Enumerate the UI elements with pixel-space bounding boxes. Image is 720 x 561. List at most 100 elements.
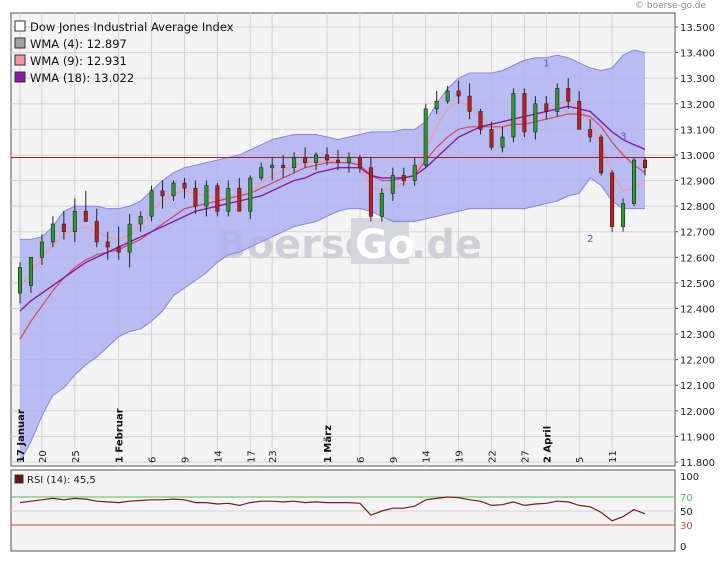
wave-annotation: 3 [620,132,626,143]
candle [50,216,55,248]
y-tick-label: 13.300 [680,74,715,85]
candle-body [171,182,176,197]
y-tick-label: 12.400 [680,304,715,315]
candle [401,167,406,186]
candle-body [259,167,264,179]
candle-body [599,136,604,174]
wave-annotation: 2 [587,234,593,245]
candle-body [577,100,582,130]
candle [303,147,308,168]
candles [17,78,647,304]
candle [478,108,483,135]
candle-body [325,154,330,161]
candle [511,88,516,143]
watermark-part2: Go [355,222,415,268]
candle [588,119,593,143]
x-tick-label: 25 [71,450,82,463]
y-tick-label: 13.000 [680,151,715,162]
annotations: 1 2 3 [543,59,626,245]
candle [325,147,330,166]
candle [555,83,560,117]
legend-swatch-index [14,20,26,32]
x-tick-label: 9 [389,457,400,463]
candle-body [281,164,286,169]
envelope-band [19,49,646,463]
candle [226,180,231,217]
rsi-line [19,496,646,522]
candle-body [292,157,297,169]
candle-body [500,136,505,148]
y-axis-rsi: 100 70 50 30 0 [680,472,699,553]
copyright-icon: © [635,1,645,11]
candle-body [94,221,99,243]
candle [259,162,264,181]
candle-body [642,159,647,169]
candle [566,78,571,109]
site-name: boerse-go.de [646,1,706,11]
candle [610,170,615,232]
y-tick-label: 12.700 [680,228,715,239]
y-tick-label: 12.300 [680,330,715,341]
x-tick-label: 19 [455,450,466,463]
candle-body [215,185,220,212]
x-tick-label: 6 [356,457,367,463]
candle [642,157,647,176]
watermark-box [351,218,409,264]
x-tick-label: 23 [268,450,279,463]
watermark-part3: .de [411,222,482,268]
candle [138,211,143,232]
candle [281,154,286,178]
candle [434,90,439,114]
candle-body [248,177,253,212]
candle-body [314,154,319,163]
candle [577,90,582,130]
candle-body [588,129,593,138]
candle-body [61,223,66,233]
candle [72,198,77,242]
candle [621,198,626,232]
legend-label-wma9: WMA (9): 12.931 [30,54,127,68]
wma4-line [19,100,646,289]
candle [215,183,220,217]
candle [346,152,351,173]
legend-label-wma4: WMA (4): 12.897 [30,37,127,51]
candle-body [72,210,77,233]
legend-label-wma18: WMA (18): 13.022 [30,71,134,85]
candle-body [17,267,22,294]
x-tick-label: 17 [246,450,257,463]
candle [182,177,187,199]
y-tick-label: 11.900 [680,432,715,443]
rsi-y-tick-label: 50 [680,507,693,518]
x-tick-label: 27 [520,450,531,463]
legend-label-index: Dow Jones Industrial Average Index [30,20,234,34]
candle-body [533,103,538,133]
candle-body [544,103,549,112]
candle-body [456,90,461,97]
candle-body [160,190,165,197]
candle [467,83,472,120]
candle-body [83,210,88,222]
candle-body [237,187,242,212]
rsi-y-tick-label: 0 [680,542,686,553]
candle [489,121,494,150]
candle [83,190,88,222]
candle [456,80,461,104]
candle [39,234,44,265]
x-tick-label: 11 [608,450,619,463]
candle [193,180,198,214]
candle [237,177,242,212]
x-tick-label: 14 [422,450,433,463]
candle-body [401,175,406,181]
candle [423,103,428,168]
rsi-legend-label: RSI (14): 45,5 [27,475,96,486]
candle [61,211,66,240]
candle-body [116,246,121,253]
candle-body [193,187,198,207]
candle [28,256,33,294]
candle-body [467,95,472,112]
x-tick-label: 20 [38,450,49,463]
x-axis: 17 Januar 20 25 1 Februar 6 9 14 17 23 1 März 6 9 14… [16,408,619,463]
candle-body [28,256,33,286]
candle-body [204,185,209,207]
